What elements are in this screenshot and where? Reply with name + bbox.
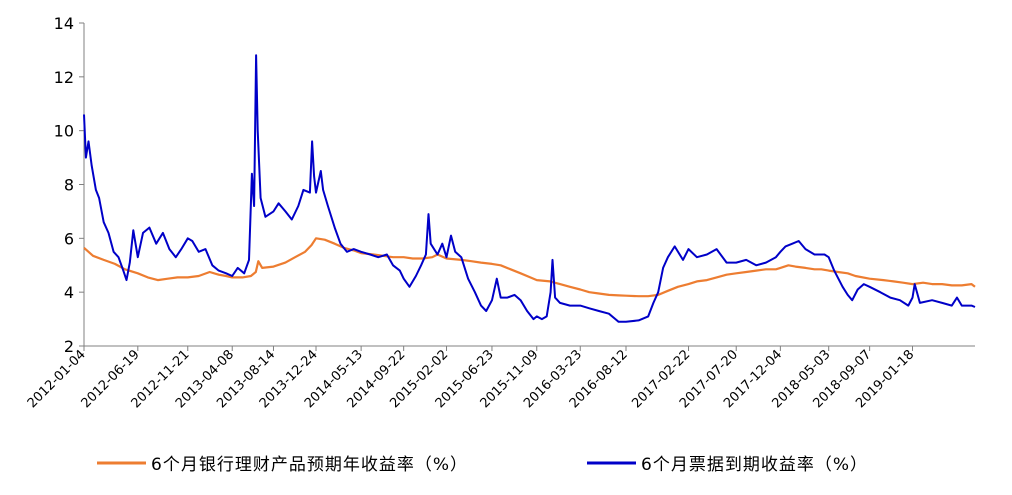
series-layer: [83, 54, 976, 323]
y-tick-label: 4: [64, 283, 74, 302]
y-tick-label: 2: [64, 337, 74, 356]
y-tick-label: 10: [54, 122, 74, 141]
legend-label-bill-yield: 6个月票据到期收益率（%）: [641, 455, 868, 475]
y-tick-label: 12: [54, 68, 74, 87]
y-tick-label: 6: [64, 229, 74, 248]
y-tick-label: 14: [54, 14, 74, 33]
series-line-bill-yield: [83, 54, 976, 323]
legend-label-bank-wealth: 6个月银行理财产品预期年收益率（%）: [151, 455, 468, 475]
x-axis: 2012-01-042012-06-192012-11-212013-04-08…: [25, 345, 975, 411]
series-line-bank-wealth: [83, 237, 976, 298]
y-axis: 2 4 6 8 10 12 14: [54, 14, 85, 356]
y-tick-label: 8: [64, 176, 74, 195]
legend: 6个月银行理财产品预期年收益率（%） 6个月票据到期收益率（%）: [97, 455, 868, 475]
